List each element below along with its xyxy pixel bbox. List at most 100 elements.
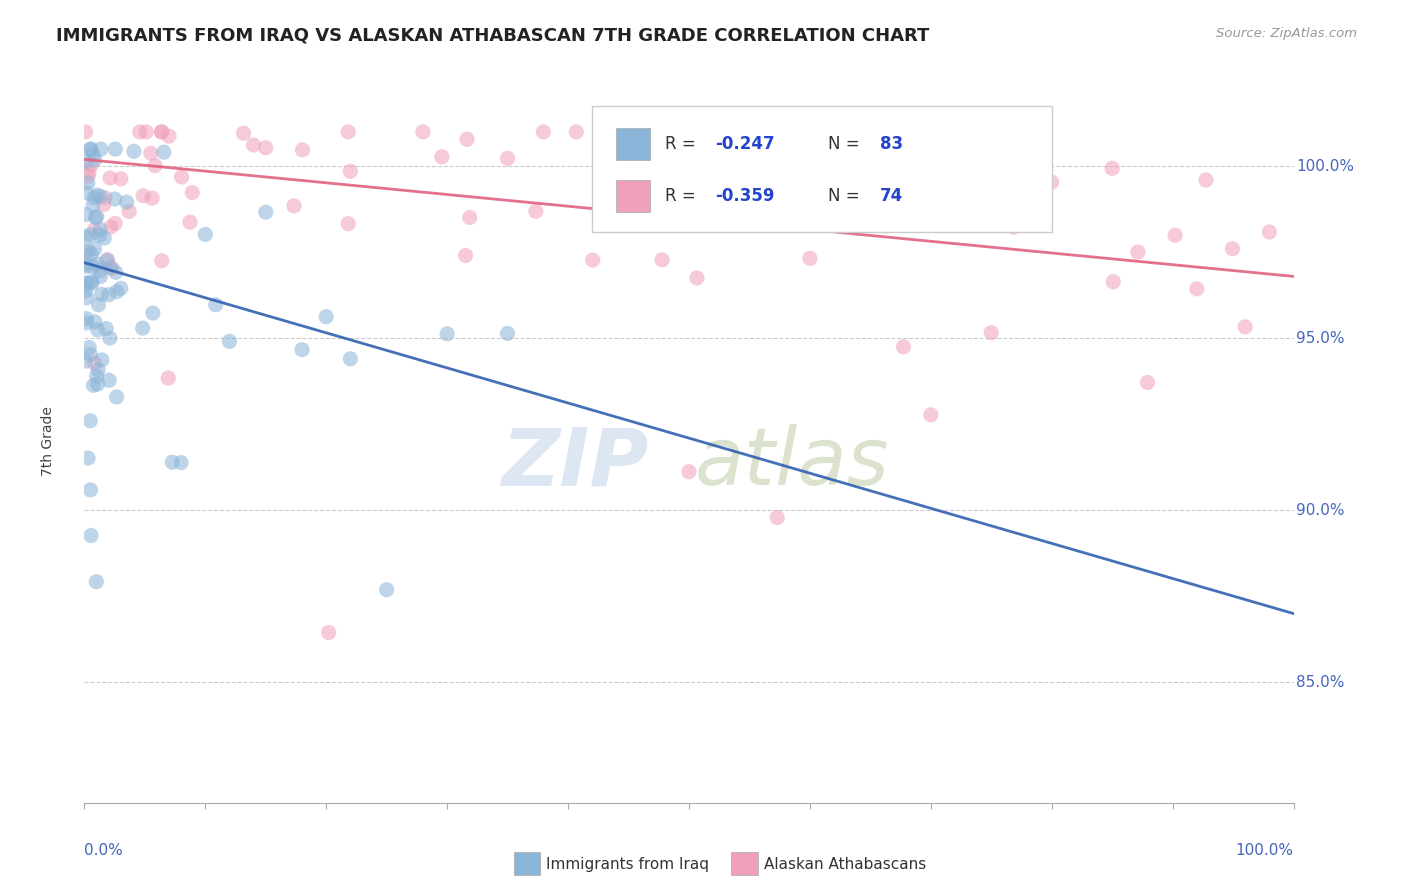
Point: [194, 227, 217, 242]
Point: [1164, 228, 1187, 243]
Point: [859, 215, 882, 229]
Point: [80, 528, 103, 542]
Point: [678, 465, 700, 479]
Point: [75, 284, 97, 298]
Point: [150, 125, 173, 139]
Point: [104, 192, 127, 206]
Text: Immigrants from Iraq: Immigrants from Iraq: [547, 856, 709, 871]
Point: [1102, 275, 1125, 289]
Point: [170, 456, 193, 470]
Point: [291, 343, 314, 357]
Text: 83: 83: [880, 135, 903, 153]
Point: [204, 298, 226, 312]
Text: N =: N =: [828, 135, 865, 153]
Point: [291, 143, 314, 157]
Point: [75, 311, 97, 326]
Point: [496, 151, 519, 165]
Point: [139, 146, 162, 161]
Point: [686, 271, 709, 285]
Point: [75, 207, 97, 221]
Point: [110, 281, 132, 295]
Point: [876, 212, 898, 227]
Text: Source: ZipAtlas.com: Source: ZipAtlas.com: [1216, 27, 1357, 40]
Point: [97, 287, 120, 301]
Point: [799, 252, 821, 266]
Text: 85.0%: 85.0%: [1296, 675, 1344, 690]
Text: 90.0%: 90.0%: [1296, 503, 1344, 518]
Point: [77, 450, 100, 465]
Point: [87, 323, 110, 337]
Point: [86, 210, 108, 224]
Point: [524, 204, 547, 219]
Point: [218, 334, 240, 349]
Text: atlas: atlas: [695, 425, 890, 502]
Point: [76, 176, 98, 190]
Point: [110, 171, 132, 186]
Point: [104, 265, 127, 279]
Point: [1101, 161, 1123, 176]
Point: [77, 340, 100, 354]
Point: [89, 228, 111, 243]
Point: [89, 263, 111, 277]
Point: [76, 291, 98, 305]
Point: [93, 231, 115, 245]
FancyBboxPatch shape: [592, 105, 1052, 232]
Point: [1234, 319, 1257, 334]
Point: [105, 390, 128, 404]
Point: [150, 125, 173, 139]
Text: -0.247: -0.247: [716, 135, 775, 153]
Point: [77, 169, 100, 183]
Point: [98, 260, 121, 275]
Point: [671, 125, 693, 139]
Point: [122, 145, 145, 159]
Point: [75, 257, 97, 271]
Point: [89, 222, 111, 236]
Point: [157, 129, 180, 144]
Point: [143, 159, 166, 173]
Point: [75, 260, 97, 274]
Point: [980, 326, 1002, 340]
Point: [98, 373, 121, 387]
Point: [1040, 175, 1063, 189]
Point: [87, 298, 110, 312]
Point: [115, 195, 138, 210]
Point: [80, 158, 103, 172]
Point: [93, 197, 115, 211]
Text: -0.359: -0.359: [716, 187, 775, 205]
Point: [89, 269, 111, 284]
Point: [82, 378, 104, 392]
Point: [75, 230, 97, 244]
Point: [1136, 376, 1159, 390]
Point: [436, 326, 458, 341]
Point: [131, 321, 153, 335]
Point: [79, 142, 101, 156]
Point: [337, 217, 360, 231]
Point: [254, 205, 277, 219]
Point: [160, 455, 183, 469]
Point: [582, 253, 605, 268]
Point: [533, 125, 555, 139]
Point: [128, 125, 150, 139]
Point: [1258, 225, 1281, 239]
Text: 95.0%: 95.0%: [1296, 331, 1344, 346]
Text: 74: 74: [880, 187, 903, 205]
Point: [430, 150, 453, 164]
Text: ZIP: ZIP: [502, 425, 650, 502]
Point: [766, 510, 789, 524]
Point: [79, 414, 101, 428]
Point: [456, 132, 478, 146]
Point: [1195, 173, 1218, 187]
Point: [318, 625, 340, 640]
Point: [179, 215, 201, 229]
Point: [83, 153, 105, 167]
Point: [150, 253, 173, 268]
Point: [80, 142, 103, 156]
Point: [339, 351, 361, 366]
Point: [242, 138, 264, 153]
Point: [83, 223, 105, 237]
Point: [75, 125, 97, 139]
Point: [82, 147, 104, 161]
Point: [412, 125, 434, 139]
Text: 0.0%: 0.0%: [84, 843, 124, 857]
Point: [89, 189, 111, 203]
